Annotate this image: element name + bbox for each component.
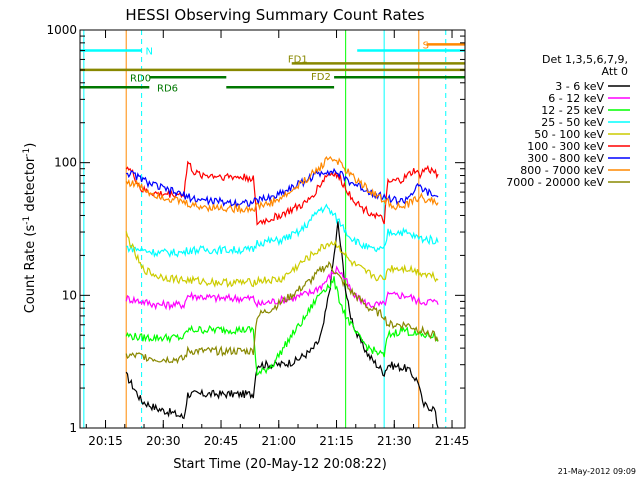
x-tick-label-1: 20:30 xyxy=(146,434,181,448)
legend-label-0: 3 - 6 keV xyxy=(555,80,604,93)
flag-label-s: S xyxy=(423,40,429,51)
y-axis-label-sup2: -1 xyxy=(22,148,32,157)
flag-label-fd2: FD2 xyxy=(311,72,331,83)
chart-title: HESSI Observing Summary Count Rates xyxy=(125,6,424,24)
legend-label-2: 12 - 25 keV xyxy=(541,104,604,117)
y-axis-label: Count Rate (s-1 detector-1) xyxy=(22,143,38,314)
legend-label-8: 7000 - 20000 keV xyxy=(506,176,604,189)
y-axis-label-sup1: -1 xyxy=(22,216,32,225)
legend-label-1: 6 - 12 keV xyxy=(548,92,604,105)
legend-label-5: 100 - 300 keV xyxy=(527,140,604,153)
x-tick-label-3: 21:00 xyxy=(261,434,296,448)
x-axis: 20:15 20:30 20:45 21:00 21:15 21:30 21:45 xyxy=(85,30,470,448)
y-axis-label-start: Count Rate (s xyxy=(23,225,38,314)
legend-title-line-1: Att 0 xyxy=(602,65,628,78)
series-line-0 xyxy=(125,221,439,429)
x-tick-label-6: 21:45 xyxy=(435,434,470,448)
series-lines xyxy=(125,155,439,429)
y-tick-label-3: 1000 xyxy=(46,23,77,37)
flag-label-rd0: RD0 xyxy=(130,73,151,84)
series-line-7 xyxy=(125,155,439,215)
plot-area xyxy=(83,30,447,428)
series-line-6 xyxy=(126,167,439,209)
flag-label-n: N xyxy=(145,47,152,58)
series-line-1 xyxy=(125,265,439,311)
series-line-4 xyxy=(125,231,439,288)
series-line-2 xyxy=(125,276,439,377)
legend-label-3: 25 - 50 keV xyxy=(541,116,604,129)
y-tick-label-1: 10 xyxy=(62,288,77,302)
x-axis-label: Start Time (20-May-12 20:08:22) xyxy=(173,457,387,472)
flag-label-fd1: FD1 xyxy=(288,54,308,65)
x-tick-label-5: 21:30 xyxy=(377,434,412,448)
x-tick-label-0: 20:15 xyxy=(88,434,123,448)
legend-title-line-0: Det 1,3,5,6,7,9, xyxy=(542,53,628,66)
flag-label-rd6: RD6 xyxy=(157,83,178,94)
legend-label-4: 50 - 100 keV xyxy=(534,128,604,141)
series-line-3 xyxy=(126,203,439,259)
x-tick-label-4: 21:15 xyxy=(319,434,354,448)
legend-label-6: 300 - 800 keV xyxy=(527,152,604,165)
legend-label-7: 800 - 7000 keV xyxy=(520,164,604,177)
timestamp: 21-May-2012 09:09 xyxy=(558,467,636,476)
x-tick-label-2: 20:45 xyxy=(204,434,239,448)
plot-frame xyxy=(79,29,466,429)
y-axis: 1 10 100 1000 xyxy=(46,23,465,435)
y-axis-label-mid: detector xyxy=(23,156,38,216)
y-axis-label-end: ) xyxy=(23,143,38,148)
y-tick-label-2: 100 xyxy=(54,156,77,170)
series-line-8 xyxy=(125,260,439,365)
y-tick-label-0: 1 xyxy=(69,421,77,435)
